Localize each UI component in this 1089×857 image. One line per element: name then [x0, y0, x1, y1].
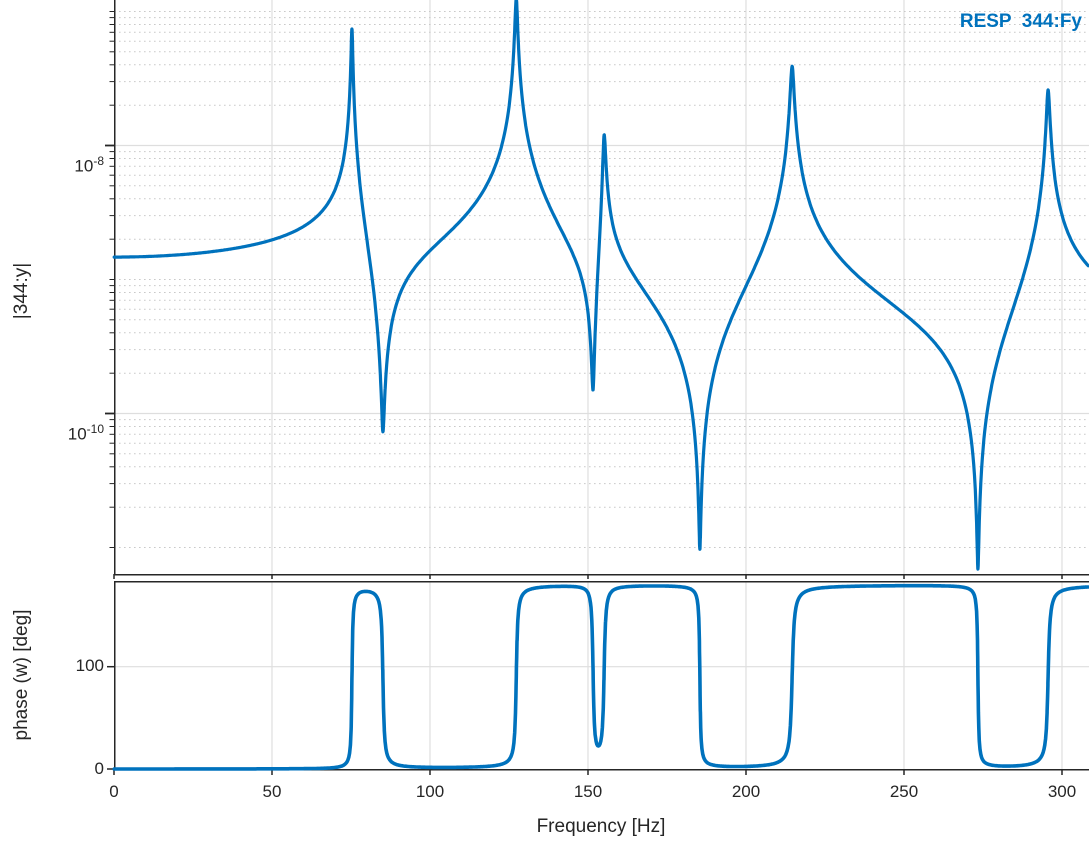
magnitude-plot-canvas [105, 0, 1089, 579]
x-tick: 300 [1047, 782, 1077, 801]
phase-plot-canvas [107, 581, 1089, 775]
x-axis-label: Frequency [Hz] [536, 816, 666, 837]
legend-entry: RESP 344:Fy [959, 11, 1082, 32]
x-tick: 200 [731, 782, 761, 801]
phase-y-tick-0: 0 [94, 759, 104, 778]
x-tick: 50 [262, 782, 282, 801]
phase-y-axis-label: phase (w) [deg] [11, 609, 32, 741]
x-tick: 100 [415, 782, 445, 801]
x-tick: 150 [573, 782, 603, 801]
mag-y-axis-label: |344:y| [11, 262, 32, 320]
x-tick: 250 [889, 782, 919, 801]
mag-y-tick-1e-8: 10-8 [74, 154, 104, 176]
x-tick: 0 [109, 782, 119, 801]
mag-y-tick-1e-10: 10-10 [67, 422, 104, 444]
x-tick-labels: 0 50 100 150 200 250 300 [0, 782, 1089, 804]
phase-y-tick-100: 100 [75, 656, 104, 675]
